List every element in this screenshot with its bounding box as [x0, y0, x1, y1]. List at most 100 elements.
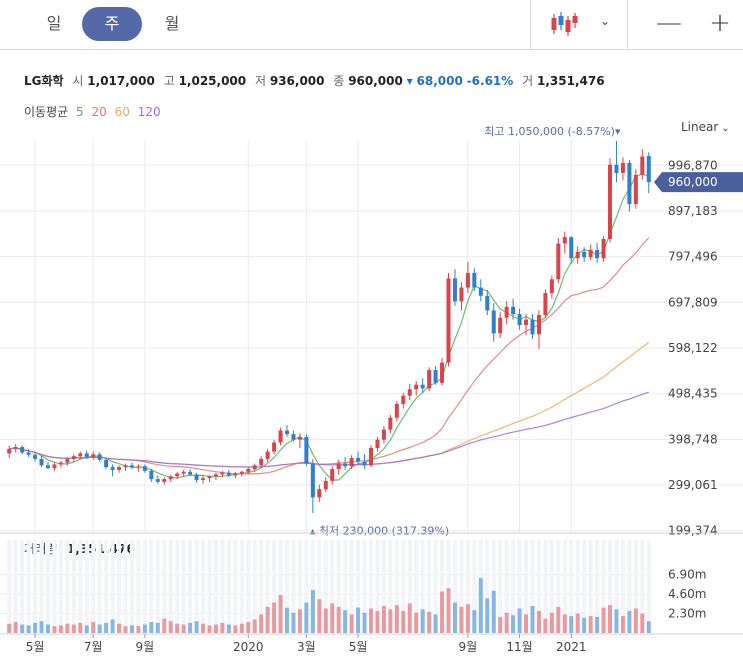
- volume-bg-column: [336, 540, 341, 633]
- tab-daily[interactable]: 일: [46, 14, 62, 33]
- candle-down: [304, 434, 309, 467]
- candle-up: [407, 383, 412, 401]
- candle-down: [530, 314, 535, 339]
- chart-toolbar: 일 주 월 ⌄ — +: [0, 0, 743, 50]
- candle-body: [362, 461, 367, 466]
- volume-bar: [194, 621, 199, 633]
- candle-up: [213, 472, 218, 481]
- volume-bar: [401, 611, 406, 633]
- candle-body: [536, 315, 541, 335]
- volume-bg-column: [465, 540, 470, 633]
- candle-up: [427, 367, 432, 392]
- candle-up: [252, 463, 257, 472]
- candle-up: [465, 261, 470, 294]
- volume-bar: [543, 618, 548, 633]
- candlestick-icon[interactable]: [551, 10, 579, 36]
- volume-tick-label: 6.90m: [668, 568, 706, 582]
- candle-up: [78, 451, 83, 459]
- volume-bg-column: [104, 540, 109, 633]
- volume-bg-column: [491, 540, 496, 633]
- candle-body: [549, 279, 554, 294]
- volume-bar: [356, 607, 361, 633]
- close-value: 960,000: [348, 74, 403, 88]
- candle-up: [65, 457, 70, 466]
- candle-down: [362, 454, 367, 470]
- candle-body: [188, 471, 193, 475]
- volume-bg-column: [26, 540, 31, 633]
- volume-bg-column: [20, 540, 25, 633]
- candle-up: [543, 289, 548, 318]
- tab-monthly[interactable]: 월: [164, 14, 180, 33]
- stock-name: LG화학: [24, 74, 64, 88]
- candle-body: [136, 466, 141, 468]
- candle-body: [78, 453, 83, 457]
- volume-bg-column: [401, 540, 406, 633]
- candle-body: [129, 465, 134, 468]
- candle-down: [45, 461, 50, 470]
- candle-body: [71, 456, 76, 459]
- volume-bg-column: [549, 540, 554, 633]
- volume-bg-column: [459, 540, 464, 633]
- volume-bar: [26, 625, 31, 633]
- volume-bar: [633, 608, 638, 633]
- candle-body: [640, 156, 645, 175]
- candle-down: [595, 242, 600, 263]
- volume-bar: [414, 612, 419, 633]
- zoom-in-button[interactable]: +: [709, 8, 731, 38]
- volume-bg-column: [498, 540, 503, 633]
- volume-bar: [549, 612, 554, 633]
- open-label: 시: [72, 74, 84, 88]
- volume-bar: [233, 625, 238, 633]
- tab-weekly[interactable]: 주: [82, 7, 142, 41]
- ma-5: 5: [76, 105, 84, 119]
- volume-bar: [278, 594, 283, 633]
- chevron-down-icon[interactable]: ⌄: [600, 14, 611, 28]
- candle-body: [291, 434, 296, 440]
- volume-bar: [498, 616, 503, 633]
- volume-bar: [459, 606, 464, 633]
- volume-bg-column: [517, 540, 522, 633]
- volume-bar: [323, 608, 328, 633]
- volume-bg-column: [304, 540, 309, 633]
- change-value: 68,000: [416, 74, 463, 88]
- volume-bg-column: [646, 540, 651, 633]
- zoom-out-button[interactable]: —: [656, 8, 682, 38]
- volume-bar: [7, 623, 12, 633]
- candle-up: [536, 310, 541, 349]
- volume-bar: [569, 616, 574, 633]
- volume-bar: [427, 611, 432, 633]
- candle-body: [239, 471, 244, 474]
- volume-bg-column: [446, 540, 451, 633]
- scale-selector[interactable]: Linear ⌄: [681, 120, 730, 134]
- candle-body: [310, 463, 315, 498]
- volume-bar: [336, 606, 341, 633]
- moving-average-legend[interactable]: 이동평균 5 20 60 120: [24, 103, 165, 120]
- volume-bg-column: [123, 540, 128, 633]
- high-value: 1,025,000: [178, 74, 247, 88]
- volume-bg-column: [239, 540, 244, 633]
- volume-bg-column: [297, 540, 302, 633]
- volume-bar: [104, 622, 109, 633]
- candle-up: [323, 477, 328, 492]
- volume-bg-column: [110, 540, 115, 633]
- candle-up: [640, 149, 645, 180]
- candle-down: [478, 279, 483, 302]
- volume-bar: [614, 609, 619, 633]
- price-tick-label: 697,809: [668, 295, 718, 309]
- candle-body: [556, 243, 561, 280]
- volume-bg-column: [485, 540, 490, 633]
- volume-bar: [78, 622, 83, 633]
- volume-bg-column: [420, 540, 425, 633]
- volume-bar: [517, 608, 522, 633]
- volume-bar: [446, 588, 451, 633]
- candle-body: [530, 319, 535, 335]
- candle-body: [498, 317, 503, 334]
- price-tick-label: 398,748: [668, 432, 718, 446]
- candle-body: [272, 442, 277, 452]
- volume-bar: [601, 607, 606, 633]
- candle-down: [129, 462, 134, 470]
- candle-body: [13, 447, 18, 449]
- volume-bar: [13, 622, 18, 633]
- candle-body: [343, 463, 348, 467]
